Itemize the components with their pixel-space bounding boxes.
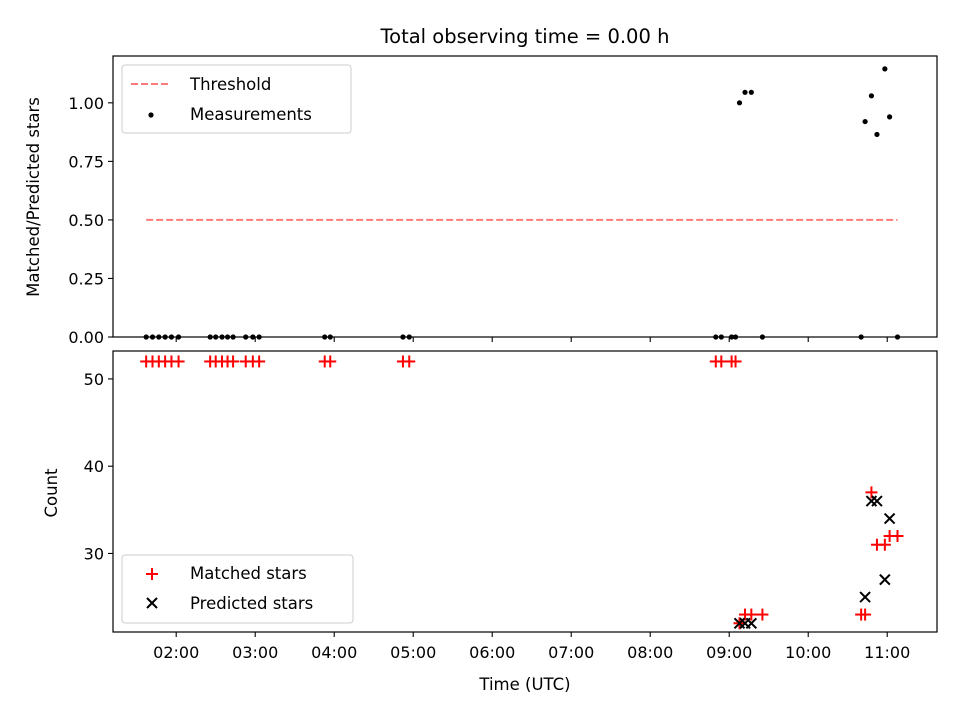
matched-star-point	[865, 486, 878, 499]
bottom-x-tick-label: 08:00	[627, 643, 673, 662]
bottom-y-tick-label: 40	[84, 457, 104, 476]
measurement-point	[886, 114, 893, 120]
bottom-x-tick-label: 09:00	[706, 643, 752, 662]
matched-star-point	[756, 608, 769, 621]
matched-star-point	[729, 355, 742, 368]
top-y-tick-label: 0.25	[68, 269, 104, 288]
legend-matched-label: Matched stars	[190, 564, 307, 583]
top-y-axis-label: Matched/Predicted stars	[24, 97, 43, 297]
top-y-tick-label: 1.00	[68, 94, 104, 113]
bottom-x-tick-label: 10:00	[785, 643, 831, 662]
predicted-star-point	[745, 617, 758, 629]
x-axis-label: Time (UTC)	[478, 675, 570, 694]
legend-predicted-label: Predicted stars	[190, 594, 313, 613]
predicted-star-point	[859, 591, 871, 603]
matched-star-point	[172, 355, 185, 368]
measurement-point	[748, 89, 754, 95]
bottom-x-tick-label: 02:00	[153, 643, 199, 662]
matched-star-point	[324, 355, 337, 368]
bottom-plot-area	[140, 355, 904, 630]
measurement-point	[736, 100, 743, 106]
top-y-tick-label: 0.00	[68, 328, 104, 347]
bottom-x-tick-label: 05:00	[390, 643, 436, 662]
bottom-x-tick-label: 07:00	[548, 643, 594, 662]
matched-star-point	[227, 355, 240, 368]
matched-star-point	[878, 538, 891, 551]
matched-star-point	[745, 608, 758, 621]
top-y-tick-label: 0.50	[68, 211, 104, 230]
legend-measurements-label: Measurements	[190, 105, 312, 124]
chart-title: Total observing time = 0.00 h	[380, 25, 670, 48]
bottom-axes-frame	[112, 350, 938, 633]
bottom-x-tick-label: 03:00	[232, 643, 278, 662]
top-x-ticks	[175, 337, 888, 342]
predicted-star-point	[871, 495, 883, 507]
top-axes-frame	[112, 55, 938, 338]
bottom-x-tick-label: 04:00	[311, 643, 357, 662]
bottom-y-axis-label: Count	[42, 468, 61, 518]
predicted-star-point	[879, 573, 891, 586]
bottom-x-tick-label: 06:00	[469, 643, 515, 662]
matched-star-point	[403, 355, 416, 368]
bottom-x-ticks: 02:00 03:00 04:00 05:00 06:00 07:00 08:00 09:00…	[153, 632, 910, 662]
legend-matched-swatch	[146, 568, 158, 580]
bottom-legend: Matched stars Predicted stars	[121, 554, 354, 624]
matched-star-point	[891, 530, 904, 543]
bottom-y-tick-label: 50	[84, 370, 104, 389]
predicted-star-point	[883, 512, 896, 525]
measurement-point	[742, 89, 748, 95]
bottom-y-tick-label: 30	[84, 544, 104, 563]
top-legend: Threshold Measurements	[121, 64, 352, 134]
bottom-legend-box	[121, 554, 354, 624]
matched-star-point	[859, 608, 872, 621]
measurement-point	[868, 93, 875, 99]
legend-threshold-label: Threshold	[189, 75, 271, 94]
top-y-ticks: 0.00 0.25 0.50 0.75 1.00	[68, 94, 113, 347]
top-legend-box	[121, 64, 352, 134]
bottom-x-tick-label: 11:00	[864, 643, 910, 662]
matched-star-point	[253, 355, 266, 368]
measurement-point	[862, 118, 868, 125]
legend-predicted-swatch	[146, 597, 158, 609]
matched-star-point	[715, 355, 728, 368]
measurement-point	[874, 131, 880, 138]
measurement-point	[882, 66, 888, 72]
legend-measurements-swatch	[148, 112, 154, 118]
top-y-tick-label: 0.75	[68, 152, 104, 171]
bottom-y-ticks: 30 40 50	[84, 370, 113, 563]
